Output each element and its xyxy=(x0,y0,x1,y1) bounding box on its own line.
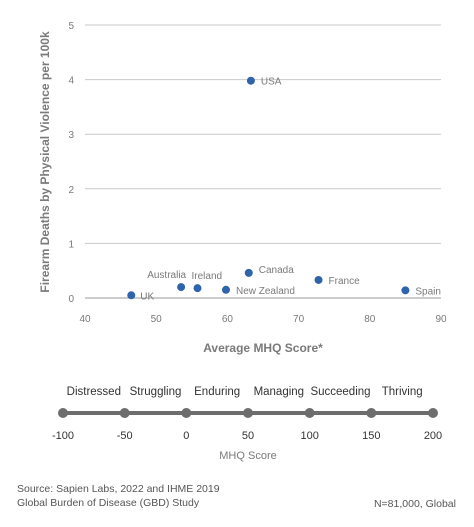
data-point xyxy=(193,284,202,293)
scale-tick-label: 200 xyxy=(424,430,442,442)
scale-tick-label: 150 xyxy=(362,430,380,442)
scale-dot xyxy=(119,408,130,418)
scale-tick-label: 0 xyxy=(183,430,189,442)
data-point xyxy=(244,268,253,277)
scale-category-label: Distressed xyxy=(67,386,121,398)
scale-dot xyxy=(243,408,253,418)
y-tick-label: 5 xyxy=(68,21,74,32)
scale-tick-label: 50 xyxy=(242,430,254,442)
scale-dot xyxy=(58,408,68,418)
scale-tick-label: -50 xyxy=(117,430,133,442)
y-axis-label: Firearm Deaths by Physical Violence per … xyxy=(38,31,52,293)
point-label: Australia xyxy=(147,270,186,281)
data-point xyxy=(314,275,323,284)
scale-category-label: Succeeding xyxy=(310,386,370,398)
source-line-2: Global Burden of Disease (GBD) Study xyxy=(17,497,200,509)
scale-dot xyxy=(366,408,377,418)
x-tick-label: 40 xyxy=(79,314,91,325)
scale-category-label: Managing xyxy=(254,386,305,398)
point-label: France xyxy=(329,276,361,287)
x-tick-label: 50 xyxy=(151,314,163,325)
y-tick-label: 3 xyxy=(68,130,74,141)
y-tick-label: 2 xyxy=(68,185,74,196)
point-labels: UK Australia Ireland New Zealand Canada USA Fr… xyxy=(140,77,441,303)
scale-tick-label: 100 xyxy=(300,430,318,442)
y-tick-label: 4 xyxy=(68,76,74,87)
scale-category-label: Thriving xyxy=(382,386,423,398)
point-label: Ireland xyxy=(191,271,222,282)
data-points xyxy=(127,76,410,300)
point-label: Spain xyxy=(415,286,441,297)
scale-title: MHQ Score xyxy=(219,450,276,462)
data-point xyxy=(127,291,136,300)
source-line-1: Source: Sapien Labs, 2022 and IHME 2019 xyxy=(17,483,220,495)
x-axis-label: Average MHQ Score* xyxy=(203,341,323,355)
scale-tick-label: -100 xyxy=(52,430,74,442)
point-label: New Zealand xyxy=(236,286,295,297)
x-tick-label: 90 xyxy=(435,314,447,325)
point-label: UK xyxy=(140,291,154,302)
data-point xyxy=(401,286,410,295)
sample-size: N=81,000, Global xyxy=(373,498,456,510)
x-tick-label: 70 xyxy=(293,314,305,325)
scale-tick-labels: -100 -50 0 50 100 150 200 xyxy=(52,430,442,442)
source-note: Source: Sapien Labs, 2022 and IHME 2019 … xyxy=(17,482,220,510)
scale-dot xyxy=(428,408,438,418)
data-point xyxy=(221,285,230,294)
y-axis-ticks: 0 1 2 3 4 5 xyxy=(68,21,74,305)
data-point xyxy=(177,283,186,292)
point-label: Canada xyxy=(259,265,294,276)
x-axis-ticks: 40 50 60 70 80 90 xyxy=(79,314,447,325)
point-label: USA xyxy=(261,77,282,88)
scale-dots xyxy=(58,408,438,418)
y-tick-label: 1 xyxy=(68,239,74,250)
scale-category-label: Struggling xyxy=(130,386,182,398)
x-tick-label: 80 xyxy=(364,314,376,325)
scale-dot xyxy=(304,408,315,418)
data-point xyxy=(246,76,255,85)
grid-lines xyxy=(85,24,441,299)
scale-category-label: Enduring xyxy=(194,386,240,398)
scale-categories: Distressed Struggling Enduring Managing Succ… xyxy=(67,386,423,398)
x-tick-label: 60 xyxy=(222,314,234,325)
y-tick-label: 0 xyxy=(68,294,74,305)
scale-dot xyxy=(181,408,192,418)
